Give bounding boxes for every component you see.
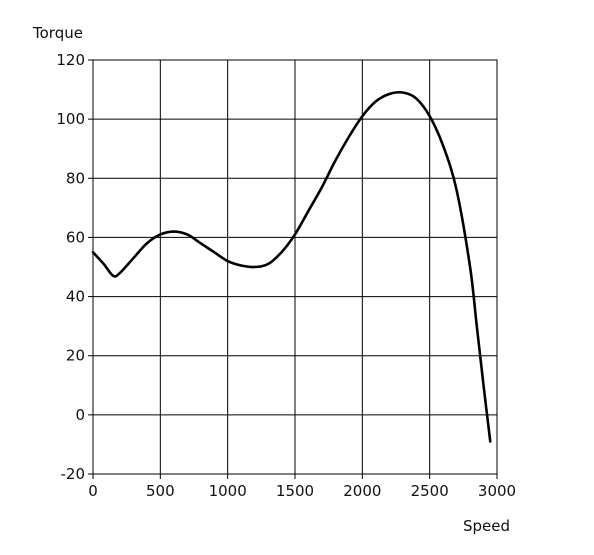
y-axis-title: Torque [32,24,83,42]
x-tick-label: 1500 [276,482,314,500]
x-tick-label: 0 [88,482,98,500]
y-tick-label: 60 [66,228,85,246]
y-tick-label: 40 [66,288,85,306]
gridlines [93,60,497,474]
x-tick-label: 500 [146,482,175,500]
data-series [91,90,492,443]
y-tick-label: 0 [75,406,85,424]
y-tick-label: 120 [56,51,85,69]
torque-curve [91,90,492,443]
y-tick-label: 20 [66,347,85,365]
x-tick-label: 2500 [411,482,449,500]
x-tick-label: 1000 [209,482,247,500]
y-tick-label: 80 [66,169,85,187]
axis-ticks: 0 500 1000 1500 2000 2500 3000-200204060801001… [56,51,516,500]
y-tick-label: -20 [61,465,86,483]
y-tick-label: 100 [56,110,85,128]
x-tick-label: 3000 [478,482,516,500]
x-axis-title: Speed [463,517,510,535]
x-tick-label: 2000 [343,482,381,500]
